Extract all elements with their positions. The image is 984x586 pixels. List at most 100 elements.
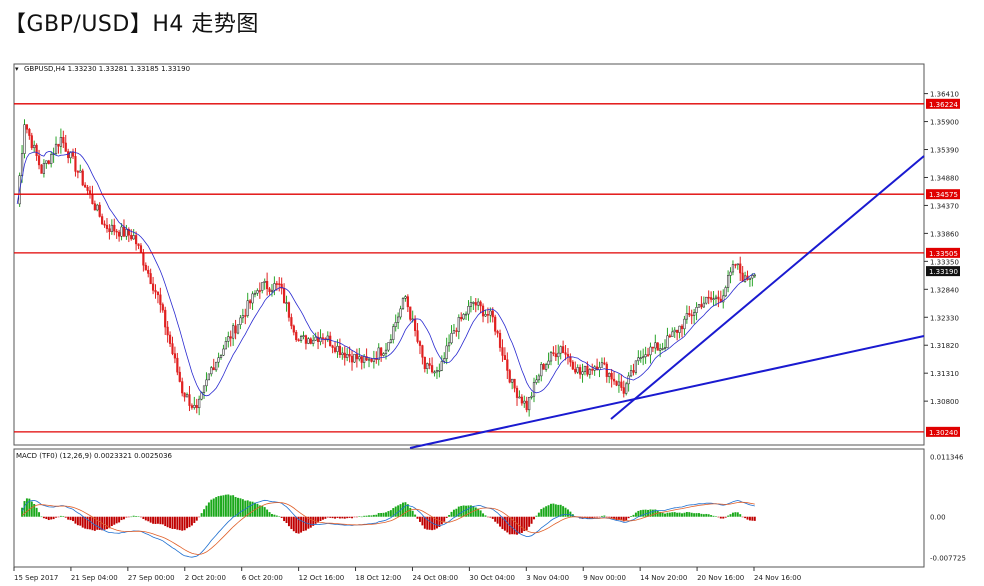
macd-histogram-bar xyxy=(331,516,334,519)
macd-histogram-bar xyxy=(707,514,710,517)
candle-body xyxy=(571,361,574,370)
macd-histogram-bar xyxy=(89,516,91,530)
macd-histogram-bar xyxy=(176,516,179,530)
macd-histogram-bar xyxy=(632,514,635,517)
candle-body xyxy=(397,316,400,323)
candle-body xyxy=(559,346,562,354)
candle-body xyxy=(142,252,145,266)
panel-menu-icon[interactable]: ▾ xyxy=(15,65,19,73)
candle-body xyxy=(266,280,269,290)
macd-histogram-bar xyxy=(416,516,419,519)
macd-histogram-bar xyxy=(499,516,502,527)
candle-body xyxy=(363,356,366,363)
candle-body xyxy=(535,379,538,383)
macd-histogram-bar xyxy=(86,516,89,530)
candle-body xyxy=(494,316,497,332)
upper-trendline[interactable] xyxy=(610,155,925,420)
candle-body xyxy=(151,283,155,291)
candle-body xyxy=(350,355,354,363)
candle-body xyxy=(309,338,312,344)
macd-histogram-bar xyxy=(346,516,349,519)
price-panel-frame xyxy=(13,63,925,446)
candle-body xyxy=(47,160,50,164)
macd-histogram-bar xyxy=(161,516,164,525)
candle-body xyxy=(610,373,613,380)
candle-body xyxy=(50,154,53,164)
candle-body xyxy=(127,229,130,236)
x-tick-label: 18 Oct 12:00 xyxy=(356,574,402,582)
candle-body xyxy=(168,334,172,344)
macd-histogram-bar xyxy=(639,510,642,517)
macd-histogram-bar xyxy=(496,516,499,524)
page-title: 【GBP/USD】H4 走势图 xyxy=(4,12,259,37)
macd-histogram-bar xyxy=(729,514,732,517)
lower-trendline[interactable] xyxy=(409,335,925,449)
candle-body xyxy=(195,404,198,409)
candle-body xyxy=(319,337,322,342)
macd-histogram-bar xyxy=(688,512,691,517)
candle-body xyxy=(360,356,363,363)
candle-body xyxy=(222,348,225,356)
macd-histogram-bar xyxy=(33,503,36,517)
macd-histogram-bar xyxy=(676,512,679,517)
macd-histogram-bar xyxy=(637,510,640,517)
macd-histogram-bar xyxy=(207,502,210,517)
candle-body xyxy=(498,332,502,348)
x-tick-label: 27 Sep 00:00 xyxy=(128,574,175,582)
candle-body xyxy=(656,342,659,351)
macd-histogram-bar xyxy=(127,516,130,518)
candle-body xyxy=(79,170,82,173)
level-price-tag xyxy=(926,247,960,258)
candle-body xyxy=(739,263,742,274)
macd-histogram-bar xyxy=(394,506,397,517)
candle-body xyxy=(67,151,70,159)
macd-histogram-bar xyxy=(664,513,666,517)
candle-body xyxy=(741,272,744,282)
candle-body xyxy=(91,193,94,204)
macd-histogram-bar xyxy=(246,500,249,517)
candle-body xyxy=(726,275,730,288)
macd-histogram-bar xyxy=(348,516,351,518)
macd-histogram-bar xyxy=(479,510,482,517)
candle-body xyxy=(299,336,303,341)
macd-histogram-bar xyxy=(62,516,65,517)
candle-body xyxy=(62,137,65,144)
macd-histogram-bar xyxy=(278,516,281,517)
candle-body xyxy=(389,339,392,343)
macd-histogram-bar xyxy=(389,510,392,517)
symbol-info: GBPUSD,H4 1.33230 1.33281 1.33185 1.3319… xyxy=(24,65,190,73)
candle-body xyxy=(428,363,431,366)
macd-histogram-bar xyxy=(455,508,458,517)
candle-body xyxy=(690,314,693,317)
candle-body xyxy=(329,335,332,347)
macd-histogram-bar xyxy=(152,516,155,524)
candle-body xyxy=(346,354,349,358)
macd-histogram-bar xyxy=(564,507,567,517)
macd-histogram-bar xyxy=(566,509,569,517)
candle-body xyxy=(35,144,38,156)
macd-histogram-bar xyxy=(375,514,378,517)
candle-body xyxy=(84,184,87,188)
candle-body xyxy=(166,326,169,336)
candle-body xyxy=(268,288,271,293)
candle-body xyxy=(198,398,201,409)
macd-histogram-bar xyxy=(748,516,751,521)
macd-histogram-bar xyxy=(186,516,189,529)
macd-histogram-bar xyxy=(307,516,310,529)
macd-histogram-bar xyxy=(741,516,744,518)
candle-body xyxy=(37,155,41,166)
macd-histogram-bar xyxy=(644,509,647,517)
macd-histogram-bar xyxy=(452,509,455,517)
macd-histogram-bar xyxy=(98,516,101,530)
candle-body xyxy=(185,394,189,398)
candle-body xyxy=(190,405,194,408)
macd-histogram-bar xyxy=(23,501,26,517)
macd-histogram-bar xyxy=(321,516,324,520)
candle-body xyxy=(244,315,247,317)
current-price-label: 1.33190 xyxy=(929,268,958,276)
macd-histogram-bar xyxy=(552,503,555,517)
candle-body xyxy=(537,375,540,381)
candle-body xyxy=(743,275,747,282)
x-tick-label: 20 Nov 16:00 xyxy=(697,574,744,582)
x-tick-label: 21 Sep 04:00 xyxy=(71,574,118,582)
